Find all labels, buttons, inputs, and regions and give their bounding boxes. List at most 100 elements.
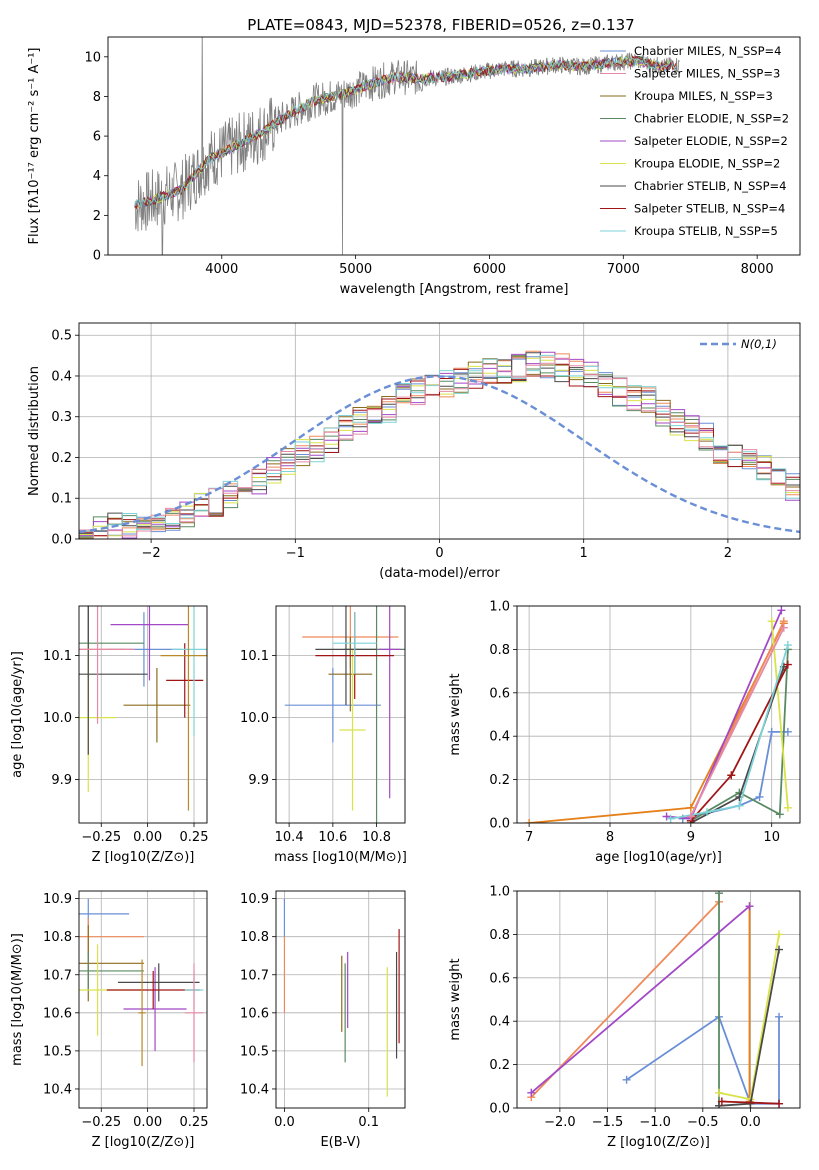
histogram-step <box>79 356 800 539</box>
weight-marker <box>715 1101 724 1108</box>
normal-curve <box>79 375 800 534</box>
y-axis-label: age [log10(age/yr)] <box>10 651 25 778</box>
y-tick-label: 1.0 <box>489 600 510 615</box>
y-tick-label: 0.6 <box>489 971 510 986</box>
y-tick-label: 8 <box>93 90 101 105</box>
y-tick-label: 10.4 <box>43 1082 72 1097</box>
weight-marker <box>715 891 724 898</box>
model-spectrum-line <box>134 55 677 209</box>
weight-marker <box>727 771 736 780</box>
y-tick-label: 0.8 <box>489 928 510 943</box>
y-axis-label: Flux [fλ10⁻¹⁷ erg cm⁻² s⁻¹ A⁻¹] <box>27 48 42 245</box>
panel-mass-vs-ebv: 0.0 0.1 10.4 10.5 10.6 10.7 10.8 10.9 E(B-V) <box>240 890 406 1150</box>
y-tick-label: 0.2 <box>489 773 510 788</box>
weight-series-line <box>721 1100 780 1105</box>
x-tick-label: 0 <box>435 546 443 561</box>
weight-marker <box>622 1075 631 1084</box>
y-tick-label: 0.0 <box>489 817 510 832</box>
weight-series-line <box>529 622 785 823</box>
y-tick-label: 9.9 <box>248 773 269 788</box>
x-tick-label: 5000 <box>339 262 372 277</box>
legend-label: Salpeter MILES, N_SSP=3 <box>634 67 780 81</box>
x-axis-label: Z [log10(Z/Z⊙)] <box>607 1135 710 1150</box>
y-tick-label: 0.2 <box>489 1058 510 1073</box>
weight-marker <box>717 1097 726 1106</box>
y-tick-label: 10.7 <box>240 968 269 983</box>
weight-marker <box>686 812 695 821</box>
x-axis-label: wavelength [Angstrom, rest frame] <box>340 282 569 297</box>
plot-area <box>283 898 400 1097</box>
y-tick-label: 10.8 <box>240 930 269 945</box>
weight-marker <box>783 727 792 736</box>
weight-series-line <box>530 901 720 1098</box>
y-tick-label: 10.7 <box>43 968 72 983</box>
y-tick-label: 10.0 <box>43 711 72 726</box>
y-tick-label: 2 <box>93 209 101 224</box>
x-tick-label: 10.6 <box>318 830 347 845</box>
y-tick-label: 10.1 <box>240 649 269 664</box>
axes-frame <box>516 890 801 1109</box>
legend-label: Chabrier MILES, N_SSP=4 <box>634 44 781 58</box>
y-tick-label: 0.8 <box>489 643 510 658</box>
x-tick-label: 6000 <box>473 262 506 277</box>
weight-marker <box>767 727 776 736</box>
model-spectrum-line <box>134 55 677 210</box>
weight-marker <box>783 641 792 650</box>
histogram-step <box>79 354 800 539</box>
panel-age-vs-mass: 10.4 10.6 10.8 9.9 10.0 10.1 mass [log10(M/M⊙)… <box>240 605 407 865</box>
histogram-step <box>79 357 800 537</box>
y-axis-label: mass weight <box>448 958 463 1040</box>
x-tick-label: −0.25 <box>81 830 121 845</box>
weight-marker <box>715 1088 724 1097</box>
x-tick-label: 0.0 <box>740 1115 761 1130</box>
x-tick-label: −0.25 <box>81 1115 121 1130</box>
weight-series-line <box>689 627 785 817</box>
axes-frame <box>516 605 801 824</box>
y-tick-label: 10.9 <box>240 892 269 907</box>
plot-area <box>79 350 800 539</box>
weight-series-line <box>530 905 751 1094</box>
y-tick-label: 0.3 <box>51 410 72 425</box>
panel-age-vs-Z: −0.25 0.00 0.25 9.9 10.0 10.1 Z [log10(Z/Z⊙)] a… <box>10 605 209 865</box>
axes-frame <box>275 890 406 1109</box>
legend-label: Kroupa ELODIE, N_SSP=2 <box>634 157 780 171</box>
legend-label: N(0,1) <box>741 337 777 351</box>
weight-series-line <box>690 649 789 822</box>
x-tick-label: 0.00 <box>133 830 162 845</box>
axes-frame <box>78 605 208 824</box>
weight-marker <box>745 902 754 911</box>
weight-series-line <box>670 644 789 820</box>
y-tick-label: 10.4 <box>240 1082 269 1097</box>
x-tick-label: −2 <box>142 546 161 561</box>
axes-frame <box>78 322 801 540</box>
weight-marker <box>666 814 675 823</box>
x-axis-label: age [log10(age/yr)] <box>595 850 722 865</box>
x-tick-label: 0.0 <box>274 1115 295 1130</box>
y-tick-label: 9.9 <box>51 773 72 788</box>
x-tick-label: 0.25 <box>180 830 209 845</box>
histogram-step <box>79 352 800 534</box>
x-tick-label: 7000 <box>607 262 640 277</box>
y-tick-label: 0.4 <box>51 369 72 384</box>
weight-marker <box>662 812 671 821</box>
plot-area <box>134 37 680 255</box>
plot-area <box>527 891 784 1108</box>
y-tick-label: 10.9 <box>43 892 72 907</box>
x-tick-label: 10 <box>763 830 780 845</box>
y-tick-label: 0.0 <box>51 533 72 548</box>
weight-marker <box>767 617 776 626</box>
weight-series-line <box>666 609 783 820</box>
x-tick-label: 7 <box>525 830 533 845</box>
plot-area <box>79 606 207 811</box>
x-tick-label: 4000 <box>205 262 238 277</box>
x-tick-label: 10.4 <box>275 830 304 845</box>
weight-marker <box>735 801 744 810</box>
y-tick-label: 0.1 <box>51 492 72 507</box>
axes-frame <box>78 890 208 1109</box>
y-tick-label: 1.0 <box>489 885 510 900</box>
weight-marker <box>775 945 784 954</box>
y-tick-label: 4 <box>93 169 101 184</box>
x-tick-label: 0.00 <box>133 1115 162 1130</box>
x-tick-label: 0.25 <box>180 1115 209 1130</box>
